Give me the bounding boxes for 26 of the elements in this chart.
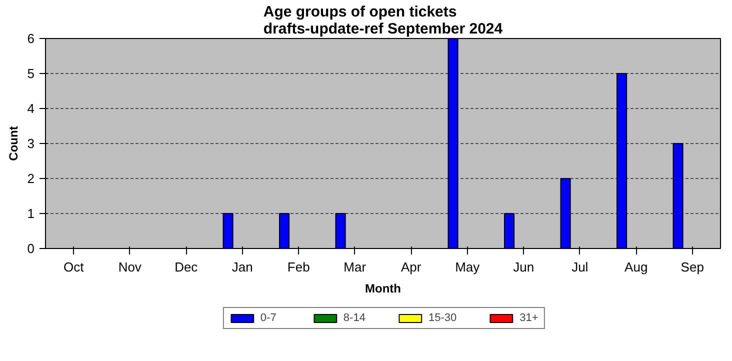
legend-label: 31+ [520,312,540,324]
x-tick-label: Jul [572,260,588,274]
y-tick-label: 4 [27,101,35,116]
x-tick-label: Mar [344,260,367,274]
y-axis-title: Count [6,126,20,161]
x-tick-label: Aug [624,260,648,274]
x-tick-label: Jun [513,260,534,274]
y-tick-label: 6 [27,31,35,46]
y-tick-label: 1 [27,206,35,221]
x-tick-label: May [455,260,480,274]
x-tick-label: Feb [287,260,310,274]
legend-label: 8-14 [343,312,366,324]
x-tick-label: Sep [680,260,704,274]
x-tick-label: Dec [174,260,198,274]
x-tick-label: Jan [232,260,253,274]
y-tick-label: 2 [27,171,35,186]
y-tick-label: 3 [27,136,35,151]
legend-label: 0-7 [260,312,278,324]
y-tick-label: 0 [27,241,35,256]
x-tick-label: Apr [401,260,422,274]
chart-title: Age groups of open tickets drafts-update-ref September 2024 [263,4,504,38]
x-tick-label: Oct [64,260,84,274]
y-tick-label: 5 [27,66,35,81]
legend-label: 15-30 [428,312,457,324]
x-axis-title: Month [365,282,401,296]
x-tick-label: Nov [118,260,142,274]
